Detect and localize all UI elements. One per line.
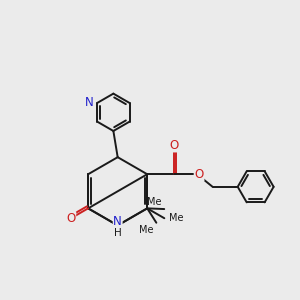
Text: O: O: [169, 139, 179, 152]
Text: Me: Me: [169, 213, 183, 223]
Text: N: N: [85, 97, 94, 110]
Text: N: N: [113, 214, 122, 228]
Text: Me: Me: [139, 224, 154, 235]
Text: O: O: [66, 212, 76, 225]
Text: H: H: [114, 228, 122, 238]
Text: O: O: [195, 168, 204, 181]
Text: Me: Me: [147, 197, 161, 207]
